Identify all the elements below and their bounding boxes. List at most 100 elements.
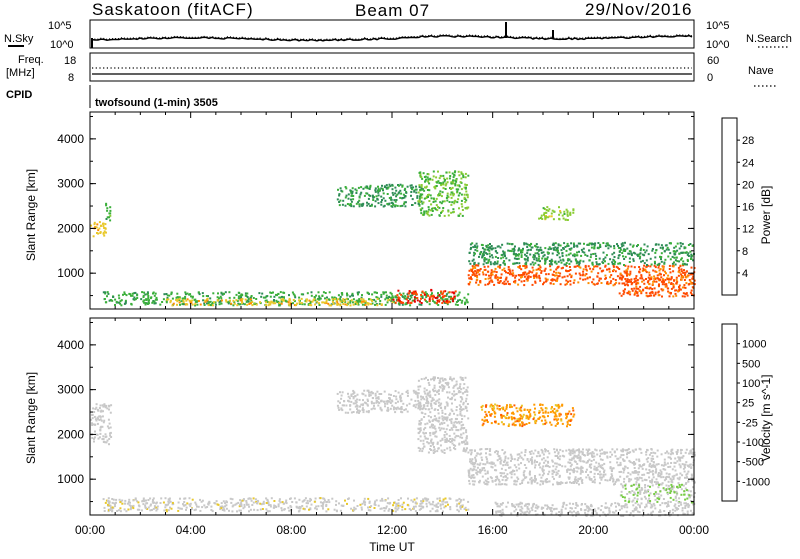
power-cell [660,258,662,260]
power-cell [487,244,489,246]
vel-cell [578,452,580,454]
power-cell [346,304,348,306]
vel-cell [590,471,592,473]
vel-cell [557,457,559,459]
vel-cell [335,500,337,502]
power-cell [358,203,360,205]
power-cell [453,211,455,213]
vel-cell [489,448,491,450]
vel-cell [679,477,681,479]
vel-cell [542,483,544,485]
vel-cell [239,499,241,501]
power-cell [558,214,560,216]
vel-cell [456,503,458,505]
vel-cell [519,455,521,457]
vel-cell [382,500,384,502]
power-cell [340,296,342,298]
power-cell [326,299,328,301]
vel-cell [226,501,228,503]
power-cell [441,298,443,300]
vel-cell [632,472,634,474]
power-cell [372,199,374,201]
power-cell [433,201,435,203]
power-cell [657,274,659,276]
power-cell [631,283,633,285]
power-cell [200,304,202,306]
power-cell [458,207,460,209]
power-cell [387,299,389,301]
vel-cell [472,480,474,482]
power-cell [298,299,300,301]
vel-cell [401,509,403,511]
power-cell [194,303,196,305]
power-cell [611,253,613,255]
power-cell [536,259,538,261]
power-cell [564,276,566,278]
vel-cell [467,509,469,511]
power-cell [432,298,434,300]
power-cell [495,268,497,270]
power-cell [316,301,318,303]
vel-cell [423,404,425,406]
power-cell [400,184,402,186]
power-cell [207,298,209,300]
power-cell [504,253,506,255]
power-cell [690,292,692,294]
vel-cell [424,435,426,437]
power-cell [648,283,650,285]
vel-cell [592,455,594,457]
vel-cell [185,504,187,506]
power-cell [270,301,272,303]
vel-cell [539,466,541,468]
vel-cell [177,507,179,509]
power-cell [528,272,530,274]
vel-cell [642,480,644,482]
power-cell [392,192,394,194]
power-cell [459,299,461,301]
vel-cell [444,449,446,451]
power-cell [585,265,587,267]
vel-cell [638,459,640,461]
power-cell [488,275,490,277]
power-cell [570,249,572,251]
power-cell [654,287,656,289]
vel-cell [466,394,468,396]
vel-cell [453,433,455,435]
power-cell [635,290,637,292]
power-cell [375,301,377,303]
vel-cell [407,390,409,392]
vel-cell [223,500,225,502]
vel-cell [665,464,667,466]
power-cell [634,253,636,255]
vel-cell [553,478,555,480]
power-cell [579,261,581,263]
vel-cell [224,502,226,504]
vel-cell [381,508,383,510]
vel-cell [549,466,551,468]
power-cell [386,184,388,186]
power-cell [423,214,425,216]
vel-cell [316,508,318,510]
power-cell [406,298,408,300]
vel-cell [464,443,466,445]
vel-cell [116,510,118,512]
vel-cell [645,451,647,453]
power-cell [608,245,610,247]
power-cell [176,300,178,302]
vel-cell [168,509,170,511]
vel-cell [536,461,538,463]
vel-cell [492,481,494,483]
vel-cell [376,400,378,402]
vel-cell [465,400,467,402]
power-cell [635,286,637,288]
power-cell [225,291,227,293]
vel-cell [556,463,558,465]
vel-cell [121,503,123,505]
vel-cell [393,406,395,408]
power-cell [617,245,619,247]
power-cell [292,302,294,304]
vel-cell [444,386,446,388]
power-cell [527,258,529,260]
vel-cell [271,497,273,499]
vel-cell [266,499,268,501]
